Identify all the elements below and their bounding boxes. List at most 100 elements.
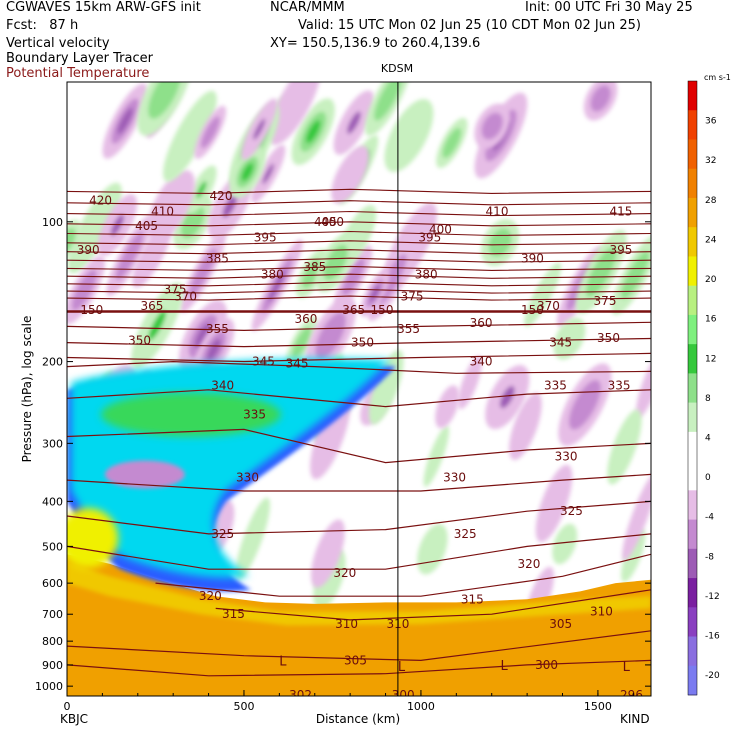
w-contour-mid xyxy=(621,251,650,299)
colorbar-swatch xyxy=(688,607,697,637)
isentrope-label: 320 xyxy=(333,566,356,580)
w-contour-mid xyxy=(341,258,365,297)
isentrope xyxy=(67,352,651,363)
y-tick-label: 400 xyxy=(42,495,63,508)
isentrope-label: 375 xyxy=(401,290,424,304)
colorbar-swatch xyxy=(688,431,697,462)
isentrope-label: 340 xyxy=(211,378,234,392)
isentrope xyxy=(67,221,651,227)
colorbar-swatch xyxy=(688,139,697,170)
w-contour-low xyxy=(313,548,346,609)
w-cell xyxy=(285,316,318,369)
isentrope-label: 302 xyxy=(289,688,312,702)
isentrope-label: 365 xyxy=(342,303,365,317)
w-cell xyxy=(131,282,184,369)
isentrope-label: 330 xyxy=(443,470,466,484)
isentrope-label: 345 xyxy=(549,336,572,350)
x-axis-title: Distance (km) xyxy=(316,712,400,726)
w-cell xyxy=(241,98,278,160)
isentrope xyxy=(67,188,651,194)
isentrope-label: 350 xyxy=(597,331,620,345)
isentrope-label: 325 xyxy=(454,527,477,541)
colorbar-level-label: 32 xyxy=(705,156,716,166)
w-cell xyxy=(305,296,357,376)
isentrope-label: 370 xyxy=(174,290,197,304)
isentrope xyxy=(67,249,651,255)
w-cell xyxy=(295,249,328,299)
isentrope-label: 305 xyxy=(549,617,572,631)
w-cell xyxy=(67,219,82,262)
isentrope-label: 400 xyxy=(321,215,344,229)
w-contour-low xyxy=(435,385,460,429)
w-contour-low xyxy=(621,528,646,583)
isentrope xyxy=(67,500,651,535)
isentrope-label: 330 xyxy=(236,470,259,484)
colorbar-swatch xyxy=(688,314,697,345)
isentrope xyxy=(67,281,651,287)
w-cell xyxy=(485,365,530,430)
isentrope-label: 296 xyxy=(620,688,643,702)
colorbar-swatch xyxy=(688,227,697,257)
isentrope xyxy=(67,533,651,570)
w-contour-strong xyxy=(110,214,124,236)
w-cell xyxy=(137,82,192,136)
w-contour-weak xyxy=(147,170,195,242)
isentrope-label: 375 xyxy=(594,294,617,308)
isentrope-label: 150 xyxy=(80,303,103,317)
w-cell xyxy=(333,90,375,155)
colorbar-swatch xyxy=(688,519,697,550)
colorbar-level-label: -8 xyxy=(705,552,714,562)
colorbar-level-label: 4 xyxy=(705,434,711,444)
isentrope-label: 420 xyxy=(89,194,112,208)
w-contour-strong xyxy=(347,111,361,134)
isentrope-label: 345 xyxy=(252,355,275,369)
endpoint-left: KBJC xyxy=(60,712,88,726)
vertical-velocity-field xyxy=(67,82,651,628)
y-tick-label: 700 xyxy=(42,608,63,621)
isentrope xyxy=(67,659,651,677)
x-tick-label: 0 xyxy=(64,700,71,713)
colorbar-swatch xyxy=(688,168,697,199)
colorbar-level-label: 20 xyxy=(705,275,717,285)
y-tick-label: 300 xyxy=(42,437,63,450)
marker-label: KDSM xyxy=(381,62,413,75)
w-contour-weak xyxy=(553,317,586,360)
isentrope-label: 350 xyxy=(351,336,374,350)
model-title: CGWAVES 15km ARW-GFS init xyxy=(6,0,201,15)
w-contour-strong xyxy=(148,310,166,341)
y-tick-label: 1000 xyxy=(35,680,63,693)
endpoint-right: KIND xyxy=(620,712,650,726)
isentrope-label: 365 xyxy=(140,299,163,313)
isentrope-label: 325 xyxy=(560,504,583,518)
isentrope xyxy=(67,360,651,374)
isentrope xyxy=(215,589,651,621)
isentrope xyxy=(67,265,651,271)
w-cell xyxy=(67,182,122,274)
w-cell xyxy=(147,170,195,242)
w-contour-strong xyxy=(206,338,221,361)
colorbar-swatch xyxy=(688,461,697,491)
low-pressure-marker: L xyxy=(398,660,406,675)
w-contour-mid xyxy=(590,85,611,112)
w-contour-mid xyxy=(302,258,322,289)
x-tick-label: 1000 xyxy=(407,700,435,713)
isentrope xyxy=(67,473,651,492)
isentrope xyxy=(67,240,651,246)
isentrope xyxy=(155,553,651,597)
colorbar-swatch xyxy=(688,548,697,579)
low-pressure-marker: L xyxy=(279,654,287,669)
w-contour-low xyxy=(535,464,573,543)
colorbar-swatch xyxy=(688,110,697,140)
isentrope-label: 300 xyxy=(535,658,558,672)
w-cell xyxy=(163,90,217,182)
cross-section-endpoints: XY= 150.5,136.9 to 260.4,139.6 xyxy=(270,36,481,51)
boundary-layer-tracer-field xyxy=(67,358,651,696)
colorbar-swatch xyxy=(688,636,697,667)
w-contour-low xyxy=(235,497,271,580)
low-pressure-marker: L xyxy=(623,660,631,675)
isentrope xyxy=(67,230,651,237)
w-cell xyxy=(611,235,651,315)
isentrope xyxy=(67,389,651,408)
isentrope-label: 405 xyxy=(135,219,158,233)
isentrope-label: 360 xyxy=(294,312,317,326)
